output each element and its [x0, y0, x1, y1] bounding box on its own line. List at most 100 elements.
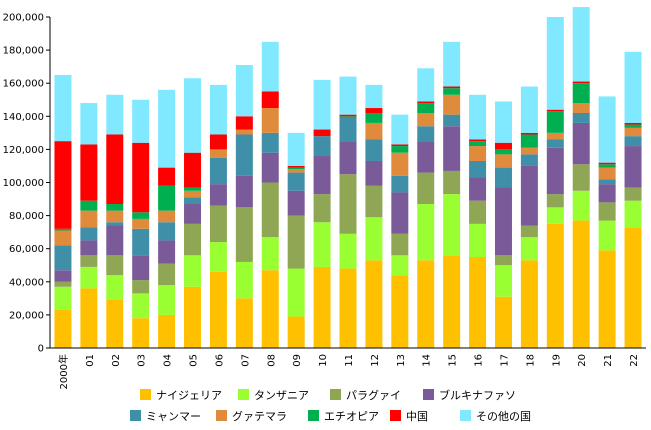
bar-segment — [184, 190, 202, 198]
bar-segment — [184, 152, 202, 188]
bar-segment — [235, 116, 253, 130]
bar-segment — [494, 167, 512, 188]
bar-segment — [287, 169, 305, 173]
bar-segment — [546, 207, 564, 224]
bar-segment — [132, 142, 150, 213]
bar-segment — [365, 260, 383, 348]
bar-segment — [520, 132, 538, 135]
bar-segment — [132, 218, 150, 229]
bar-segment — [365, 84, 383, 109]
bar-segment — [209, 157, 227, 185]
legend-swatch — [423, 389, 434, 400]
bar-segment — [443, 88, 461, 95]
legend-swatch — [460, 410, 471, 421]
bar-segment — [132, 99, 150, 143]
y-tick-label: 0 — [38, 344, 44, 355]
bar-segment — [261, 41, 279, 92]
y-tick-label: 60,000 — [9, 244, 44, 255]
bar-segment — [469, 139, 487, 142]
x-tick-label: 22 — [629, 354, 640, 367]
bar-segment — [54, 270, 72, 282]
bar-segment — [209, 134, 227, 150]
bar-segment — [391, 175, 409, 193]
x-tick-label: 08 — [266, 354, 277, 367]
bar-segment — [132, 318, 150, 348]
bar-segment — [209, 184, 227, 206]
bar-segment — [235, 261, 253, 299]
legend-label: グァテマラ — [232, 409, 287, 423]
y-tick-label: 180,000 — [3, 46, 44, 57]
x-tick-label: 15 — [448, 354, 459, 367]
bar-segment — [184, 78, 202, 153]
bar-segment — [261, 182, 279, 238]
bar-segment — [235, 298, 253, 348]
x-tick-label: 14 — [422, 354, 433, 367]
bar-segment — [443, 94, 461, 115]
bar-segment — [287, 190, 305, 216]
bar-segment — [598, 202, 616, 221]
bar-segment — [365, 217, 383, 261]
bar-segment — [209, 205, 227, 243]
bar-segment — [80, 255, 98, 267]
bar-segment — [132, 293, 150, 319]
x-tick-label: 07 — [240, 354, 251, 367]
bar-segment — [520, 147, 538, 155]
bar-segment — [598, 167, 616, 180]
bar-segment — [106, 134, 124, 205]
x-tick-label: 06 — [214, 354, 225, 367]
bar-segment — [54, 286, 72, 310]
x-tick-label: 10 — [318, 354, 329, 367]
bar-segment — [546, 223, 564, 348]
legend-label: ブルキナファソ — [439, 388, 516, 402]
bar-segment — [624, 187, 642, 201]
x-tick-label: 18 — [525, 354, 536, 367]
x-tick-label: 01 — [85, 354, 96, 367]
bar-segment — [106, 255, 124, 276]
bar-segment — [469, 256, 487, 348]
bar-segment — [520, 154, 538, 166]
bar-segment — [391, 233, 409, 256]
bar-segment — [54, 230, 72, 246]
bar-segment — [572, 7, 590, 82]
x-tick-label: 16 — [474, 354, 485, 367]
bar-segment — [417, 204, 435, 261]
bar-segment — [287, 215, 305, 269]
bar-segment — [313, 156, 331, 195]
bar-segment — [261, 91, 279, 109]
bar-segment — [546, 111, 564, 133]
bar-segment — [184, 286, 202, 348]
bar-segment — [54, 141, 72, 229]
x-tick-label: 09 — [292, 354, 303, 367]
x-tick-label: 02 — [111, 354, 122, 367]
bar-segment — [520, 86, 538, 133]
bar-segment — [546, 132, 564, 140]
bar-segment — [132, 228, 150, 256]
bar-segment — [235, 134, 253, 176]
bar-segment — [598, 184, 616, 203]
bar-segment — [443, 114, 461, 127]
bar-segment — [158, 167, 176, 186]
bar-segment — [598, 96, 616, 163]
bar-segment — [469, 200, 487, 224]
bar-segment — [391, 192, 409, 234]
bar-segment — [80, 144, 98, 201]
bar-segment — [80, 103, 98, 145]
bar-segment — [365, 160, 383, 186]
bar-segment — [494, 265, 512, 297]
bar-segment — [494, 101, 512, 143]
bar-segment — [80, 200, 98, 211]
bar-segment — [313, 129, 331, 137]
bar-segment — [106, 225, 124, 256]
bar-segment — [598, 179, 616, 185]
bar-segment — [443, 86, 461, 89]
bar-segment — [158, 89, 176, 168]
bar-segment — [313, 194, 331, 223]
bar-segment — [365, 185, 383, 218]
bar-segment — [339, 114, 357, 117]
bar-segment — [235, 207, 253, 262]
x-tick-label: 03 — [137, 354, 148, 367]
bar-segment — [546, 139, 564, 148]
bar-segment — [546, 147, 564, 195]
bar-segment — [339, 233, 357, 269]
bar-segment — [520, 260, 538, 348]
